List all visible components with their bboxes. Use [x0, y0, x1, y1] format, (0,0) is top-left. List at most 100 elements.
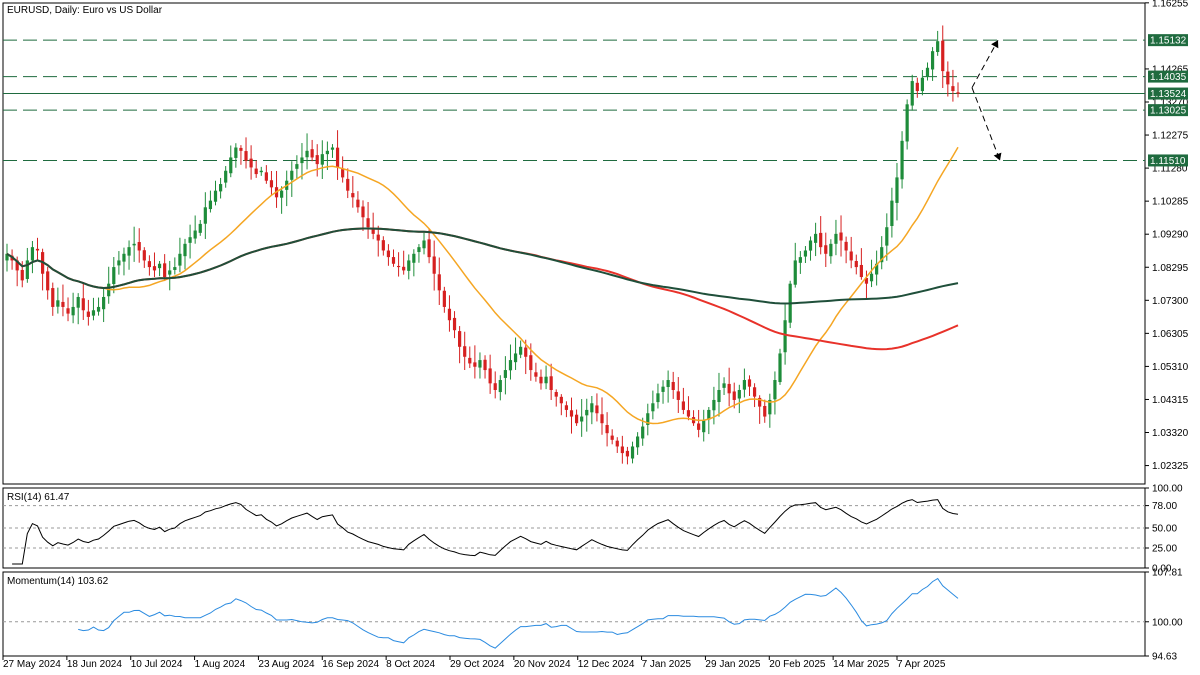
candle-body — [224, 170, 228, 183]
level-label-text: 1.11510 — [1150, 156, 1186, 167]
level-label-text: 1.13025 — [1150, 106, 1187, 117]
price-panel-frame — [2, 2, 1146, 485]
x-tick-label: 27 May 2024 — [3, 659, 61, 670]
candle-body — [61, 301, 65, 307]
candle-body — [951, 86, 955, 92]
candle-body — [549, 376, 553, 390]
candle-body — [478, 360, 482, 368]
x-tick-label: 16 Sep 2024 — [322, 659, 379, 670]
candle-body — [422, 240, 426, 249]
candle-body — [656, 393, 660, 403]
candle-body — [763, 405, 767, 417]
price-tick-label: 1.11280 — [1152, 164, 1188, 175]
candle-body — [910, 81, 914, 106]
candle-body — [493, 383, 497, 390]
candle-body — [936, 41, 940, 53]
candle-body — [819, 232, 823, 248]
x-tick-label: 7 Apr 2025 — [897, 659, 946, 670]
momentum-line — [78, 577, 959, 649]
candle-body — [198, 223, 202, 233]
candle-body — [117, 260, 121, 266]
candle-body — [488, 368, 492, 384]
price-tick-label: 1.05310 — [1152, 362, 1189, 373]
x-tick-label: 23 Aug 2024 — [258, 659, 315, 670]
momentum-panel-frame — [2, 571, 1146, 657]
candle-body — [605, 424, 609, 434]
candle-body — [264, 172, 268, 181]
candle-body — [330, 147, 335, 150]
candle-body — [661, 386, 665, 392]
x-tick-label: 12 Dec 2024 — [578, 659, 635, 670]
price-tick-label: 1.10285 — [1152, 197, 1189, 208]
momentum-tick-label: 107.81 — [1152, 568, 1183, 579]
price-tick-label: 1.02325 — [1152, 461, 1189, 472]
projection-arrow-head — [991, 40, 999, 49]
candle-body — [900, 140, 904, 180]
price-tick-label: 1.08295 — [1152, 263, 1189, 274]
candle-body — [625, 450, 630, 457]
candle-body — [51, 288, 55, 307]
candle-body — [513, 353, 518, 363]
candle-body — [427, 239, 431, 258]
candle-body — [407, 260, 411, 271]
candle-body — [773, 380, 777, 400]
level-label-box — [1148, 104, 1188, 117]
price-tick-label: 1.03320 — [1152, 428, 1189, 439]
candle-body — [956, 92, 960, 94]
candle-body — [519, 346, 523, 355]
candle-body — [712, 399, 716, 411]
price-tick-label: 1.07300 — [1152, 296, 1189, 307]
price-tick-label: 1.13270 — [1152, 97, 1189, 108]
price-tick-label: 1.12275 — [1152, 131, 1189, 142]
candle-body — [173, 267, 177, 270]
candle-body — [35, 248, 40, 251]
x-tick-label: 29 Jan 2025 — [705, 659, 760, 670]
candle-body — [859, 264, 863, 278]
candle-body — [595, 405, 599, 414]
candle-body — [610, 435, 614, 440]
projection-arrow-line — [971, 87, 1001, 161]
candle-body — [574, 414, 579, 424]
candle-body — [147, 261, 151, 268]
candle-body — [152, 266, 157, 271]
candle-body — [229, 157, 233, 174]
candle-body — [869, 273, 874, 282]
candle-body — [305, 150, 309, 158]
x-tick-label: 18 Jun 2024 — [67, 659, 122, 670]
candle-body — [915, 82, 919, 92]
candle-body — [46, 271, 50, 291]
candle-body — [437, 274, 441, 291]
candle-body — [854, 260, 858, 268]
projection-arrow-line — [971, 39, 999, 88]
rsi-tick-label: 50.00 — [1152, 524, 1177, 535]
candle-body — [178, 253, 182, 266]
candle-body — [676, 391, 680, 400]
candle-body — [814, 233, 818, 243]
rsi-tick-label: 78.00 — [1152, 501, 1177, 512]
candle-body — [508, 360, 513, 371]
candle-body — [66, 308, 70, 314]
candle-body — [102, 296, 106, 310]
level-label-box — [1148, 154, 1188, 167]
candle-body — [163, 263, 167, 278]
candle-body — [722, 383, 726, 388]
candle-body — [86, 311, 90, 317]
candle-body — [5, 253, 9, 261]
candle-body — [452, 317, 457, 331]
candle-body — [641, 426, 645, 439]
candle-body — [864, 277, 869, 284]
candle-body — [468, 357, 472, 364]
candle-body — [244, 151, 248, 161]
candle-body — [239, 147, 243, 151]
candle-body — [127, 247, 131, 256]
price-tick-label: 1.04315 — [1152, 395, 1189, 406]
candle-body — [808, 240, 813, 251]
x-tick-label: 29 Oct 2024 — [450, 659, 505, 670]
candle-body — [707, 409, 711, 420]
candle-body — [361, 206, 365, 218]
candle-body — [920, 77, 925, 92]
candle-body — [585, 409, 589, 416]
momentum-tick-label: 94.63 — [1152, 652, 1177, 663]
candle-body — [412, 253, 416, 263]
candle-body — [56, 300, 60, 307]
